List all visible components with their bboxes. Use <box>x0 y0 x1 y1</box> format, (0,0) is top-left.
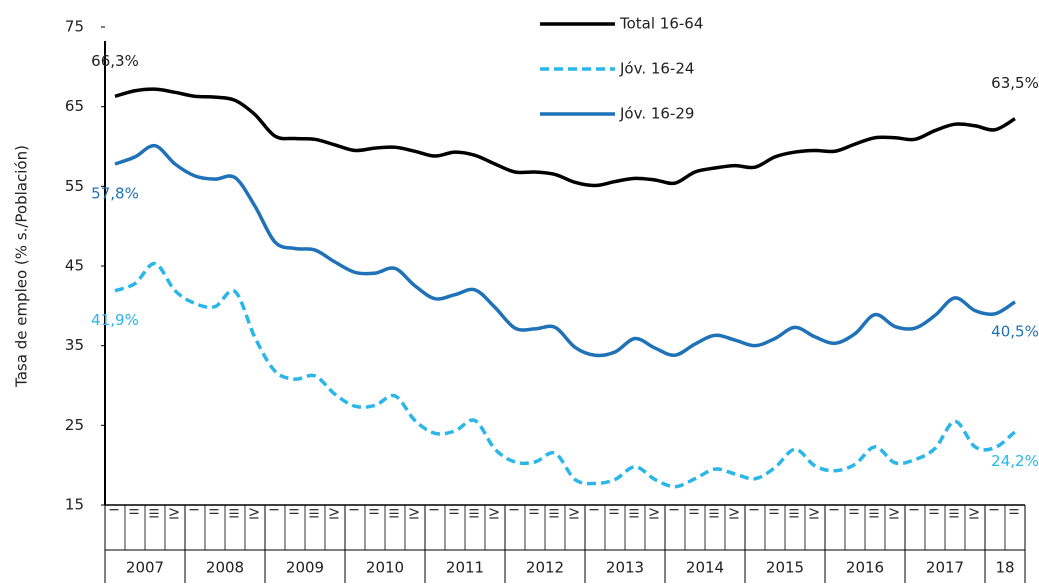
x-tick-label: III <box>468 508 482 519</box>
x-tick-label: II <box>368 508 382 515</box>
x-tick-label: III <box>868 508 882 519</box>
x-tick-label: II <box>1008 508 1022 515</box>
x-tick-label: IV <box>408 507 422 520</box>
year-label: 2010 <box>366 559 404 577</box>
x-tick-label: II <box>448 508 462 515</box>
x-tick-label: II <box>208 508 222 515</box>
x-tick-label: III <box>548 508 562 519</box>
x-tick-label: I <box>668 508 682 512</box>
x-tick-label: I <box>588 508 602 512</box>
y-tick-label: 65 <box>65 97 84 115</box>
x-tick-label: II <box>768 508 782 515</box>
x-tick-label: IV <box>568 507 582 520</box>
x-tick-label: II <box>128 508 142 515</box>
y-tick-label: 15 <box>65 496 84 514</box>
x-tick-label: I <box>108 508 122 512</box>
x-tick-label: I <box>988 508 1002 512</box>
x-tick-label: I <box>908 508 922 512</box>
legend-label: Total 16-64 <box>619 15 703 33</box>
series-line <box>114 261 1017 489</box>
x-tick-label: I <box>348 508 362 512</box>
year-label: 18 <box>995 559 1014 577</box>
y-tick-label: 45 <box>65 257 84 275</box>
x-tick-label: II <box>848 508 862 515</box>
x-tick-label: III <box>388 508 402 519</box>
x-tick-label: IV <box>968 507 982 520</box>
y-axis-label: Tasa de empleo (% s./Población) <box>13 145 31 388</box>
year-label: 2012 <box>526 559 564 577</box>
data-label: 41,9% <box>91 311 139 329</box>
x-tick-label: I <box>508 508 522 512</box>
x-tick-label: II <box>688 508 702 515</box>
x-tick-label: III <box>708 508 722 519</box>
series-line <box>114 143 1016 358</box>
x-tick-label: I <box>188 508 202 512</box>
x-tick-label: II <box>288 508 302 515</box>
x-tick-label: III <box>788 508 802 519</box>
x-tick-label: I <box>268 508 282 512</box>
x-tick-label: III <box>948 508 962 519</box>
x-tick-label: II <box>608 508 622 515</box>
year-label: 2016 <box>846 559 884 577</box>
x-tick-label: IV <box>328 507 342 520</box>
x-tick-label: IV <box>168 507 182 520</box>
data-label: 40,5% <box>991 322 1039 340</box>
legend-label: Jóv. 16-24 <box>619 60 694 78</box>
y-tick-label: 55 <box>65 177 84 195</box>
x-tick-label: III <box>228 508 242 519</box>
x-tick-label: III <box>308 508 322 519</box>
data-label: 57,8% <box>91 185 139 203</box>
y-tick-label: 75 <box>65 18 84 36</box>
year-label: 2017 <box>926 559 964 577</box>
x-tick-label: II <box>928 508 942 515</box>
x-tick-label: IV <box>728 507 742 520</box>
x-tick-label: IV <box>648 507 662 520</box>
year-label: 2008 <box>206 559 244 577</box>
y-tick-label: 25 <box>65 416 84 434</box>
year-label: 2015 <box>766 559 804 577</box>
x-tick-label: III <box>628 508 642 519</box>
year-label: 2009 <box>286 559 324 577</box>
x-tick-label: IV <box>808 507 822 520</box>
x-tick-label: IV <box>488 507 502 520</box>
data-label: 66,3% <box>91 52 139 70</box>
x-tick-label: III <box>148 508 162 519</box>
data-label: 24,2% <box>991 452 1039 470</box>
x-tick-label: II <box>528 508 542 515</box>
year-label: 2013 <box>606 559 644 577</box>
year-label: 2014 <box>686 559 724 577</box>
x-tick-label: IV <box>248 507 262 520</box>
x-tick-label: I <box>828 508 842 512</box>
year-label: 2007 <box>126 559 164 577</box>
year-label: 2011 <box>446 559 484 577</box>
x-tick-label: I <box>428 508 442 512</box>
y-tick-label: 35 <box>65 336 84 354</box>
data-label: 63,5% <box>991 74 1039 92</box>
legend-label: Jóv. 16-29 <box>619 105 694 123</box>
x-tick-label: IV <box>888 507 902 520</box>
series-line <box>114 87 1016 188</box>
x-tick-label: I <box>748 508 762 512</box>
